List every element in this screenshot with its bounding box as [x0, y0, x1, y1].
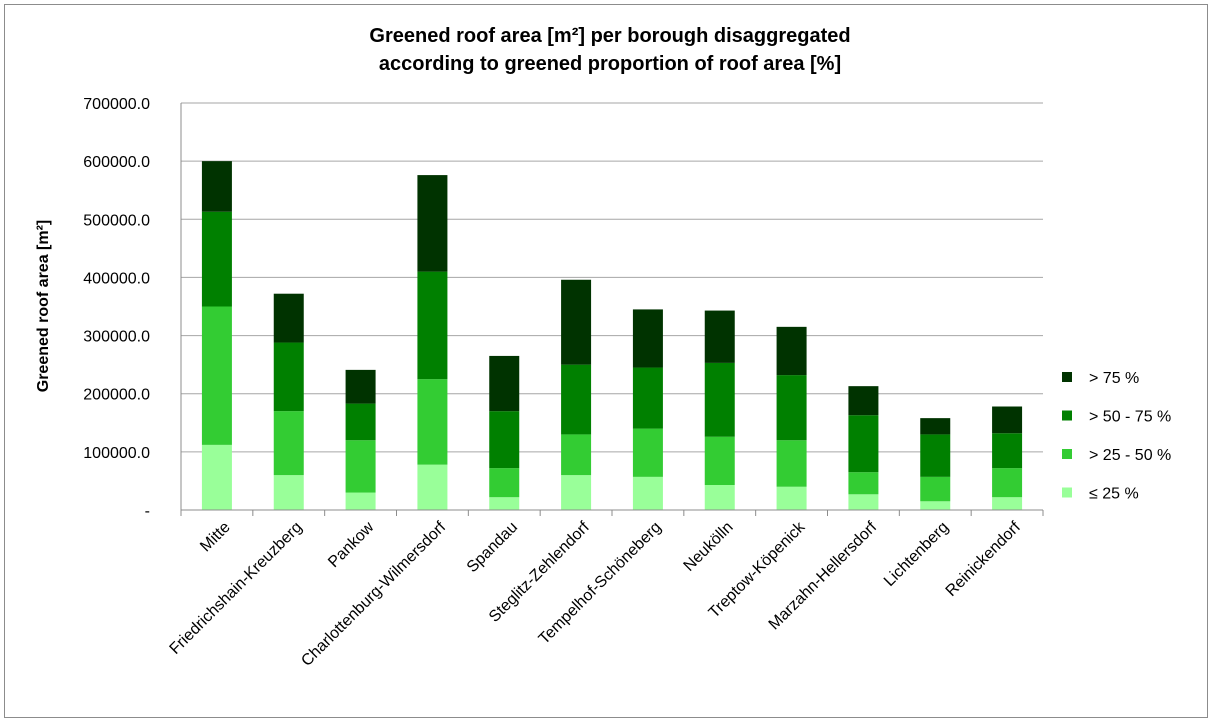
- bar-segment: [704, 362, 735, 437]
- legend-swatch: [1062, 487, 1072, 498]
- bar-segment: [848, 415, 879, 473]
- y-tick-label: 100000.0: [83, 445, 150, 462]
- bar-segment: [848, 472, 879, 495]
- bar-segment: [345, 492, 376, 510]
- y-tick-label: 400000.0: [83, 270, 150, 287]
- bar-segment: [273, 475, 304, 510]
- legend-label: > 50 - 75 %: [1089, 409, 1171, 426]
- bar-segment: [345, 440, 376, 493]
- bar-segment: [561, 279, 592, 365]
- bar-segment: [417, 379, 448, 465]
- bar-segment: [273, 342, 304, 412]
- legend-swatch: [1062, 372, 1072, 382]
- bar-segment: [632, 476, 663, 510]
- bar-segment: [632, 309, 663, 368]
- bars: [201, 161, 1023, 510]
- legend-label: ≤ 25 %: [1089, 486, 1139, 503]
- y-tick-label: 300000.0: [83, 329, 150, 346]
- y-tick-labels: - 100000.0 200000.0 300000.0 400000.0 500000.…: [83, 96, 150, 520]
- legend-swatch: [1062, 410, 1072, 421]
- bar-segment: [273, 411, 304, 476]
- y-tick-label: 500000.0: [83, 212, 150, 229]
- bar-segment: [489, 497, 520, 510]
- bar-segment: [489, 468, 520, 498]
- legend: > 75 % > 50 - 75 % > 25 - 50 % ≤ 25 %: [1062, 370, 1171, 503]
- bar-segment: [561, 434, 592, 476]
- bar-segment: [201, 306, 232, 445]
- category-label: Lichtenberg: [881, 519, 952, 590]
- y-axis-title: Greened roof area [m²]: [35, 220, 52, 392]
- gridlines: [181, 102, 1043, 453]
- bar-segment: [776, 375, 807, 441]
- bar-segment: [561, 364, 592, 435]
- bar-segment: [776, 440, 807, 487]
- bar-segment: [776, 326, 807, 376]
- bar-segment: [992, 406, 1023, 434]
- category-label: Reinickendorf: [943, 518, 1025, 600]
- bar-segment: [417, 271, 448, 380]
- bar-segment: [273, 293, 304, 343]
- bar-segment: [201, 211, 232, 307]
- y-tick-label: 200000.0: [83, 387, 150, 404]
- bar-segment: [632, 367, 663, 429]
- bar-segment: [920, 418, 951, 435]
- category-label: Pankow: [325, 518, 378, 571]
- chart-title-line-2: according to greened proportion of roof …: [379, 53, 841, 75]
- y-tick-label: 700000.0: [83, 96, 150, 113]
- bar-segment: [920, 476, 951, 502]
- bar-segment: [561, 475, 592, 510]
- category-label: Neukölln: [681, 519, 737, 575]
- bar-segment: [848, 386, 879, 416]
- bar-segment: [848, 494, 879, 510]
- y-tick-label: -: [145, 503, 150, 520]
- legend-label: > 75 %: [1089, 370, 1139, 387]
- bar-segment: [417, 464, 448, 510]
- bar-segment: [489, 355, 520, 412]
- bar-segment: [345, 369, 376, 404]
- chart-title-line-1: Greened roof area [m²] per borough disag…: [369, 25, 850, 47]
- chart-title: Greened roof area [m²] per borough disag…: [369, 25, 850, 75]
- bar-segment: [345, 403, 376, 441]
- bar-segment: [992, 468, 1023, 498]
- bar-segment: [920, 434, 951, 477]
- category-label: Spandau: [464, 519, 521, 576]
- bar-segment: [704, 436, 735, 485]
- legend-swatch: [1062, 449, 1072, 459]
- bar-segment: [489, 411, 520, 469]
- axes: [180, 103, 1044, 516]
- bar-segment: [417, 175, 448, 272]
- bar-segment: [201, 161, 232, 212]
- legend-label: > 25 - 50 %: [1089, 447, 1171, 464]
- bar-segment: [704, 310, 735, 363]
- bar-segment: [632, 428, 663, 477]
- category-label: Mitte: [197, 519, 234, 556]
- bar-segment: [920, 501, 951, 510]
- category-label: Charlottenburg-Wilmersdorf: [298, 518, 449, 669]
- category-label: Tempelhof-Schöneberg: [536, 519, 665, 648]
- y-tick-label: 600000.0: [83, 154, 150, 171]
- category-label: Friedrichshain-Kreuzberg: [167, 519, 306, 658]
- bar-segment: [704, 484, 735, 510]
- bar-segment: [992, 433, 1023, 469]
- bar-segment: [776, 486, 807, 510]
- bar-segment: [992, 497, 1023, 510]
- bar-segment: [201, 444, 232, 510]
